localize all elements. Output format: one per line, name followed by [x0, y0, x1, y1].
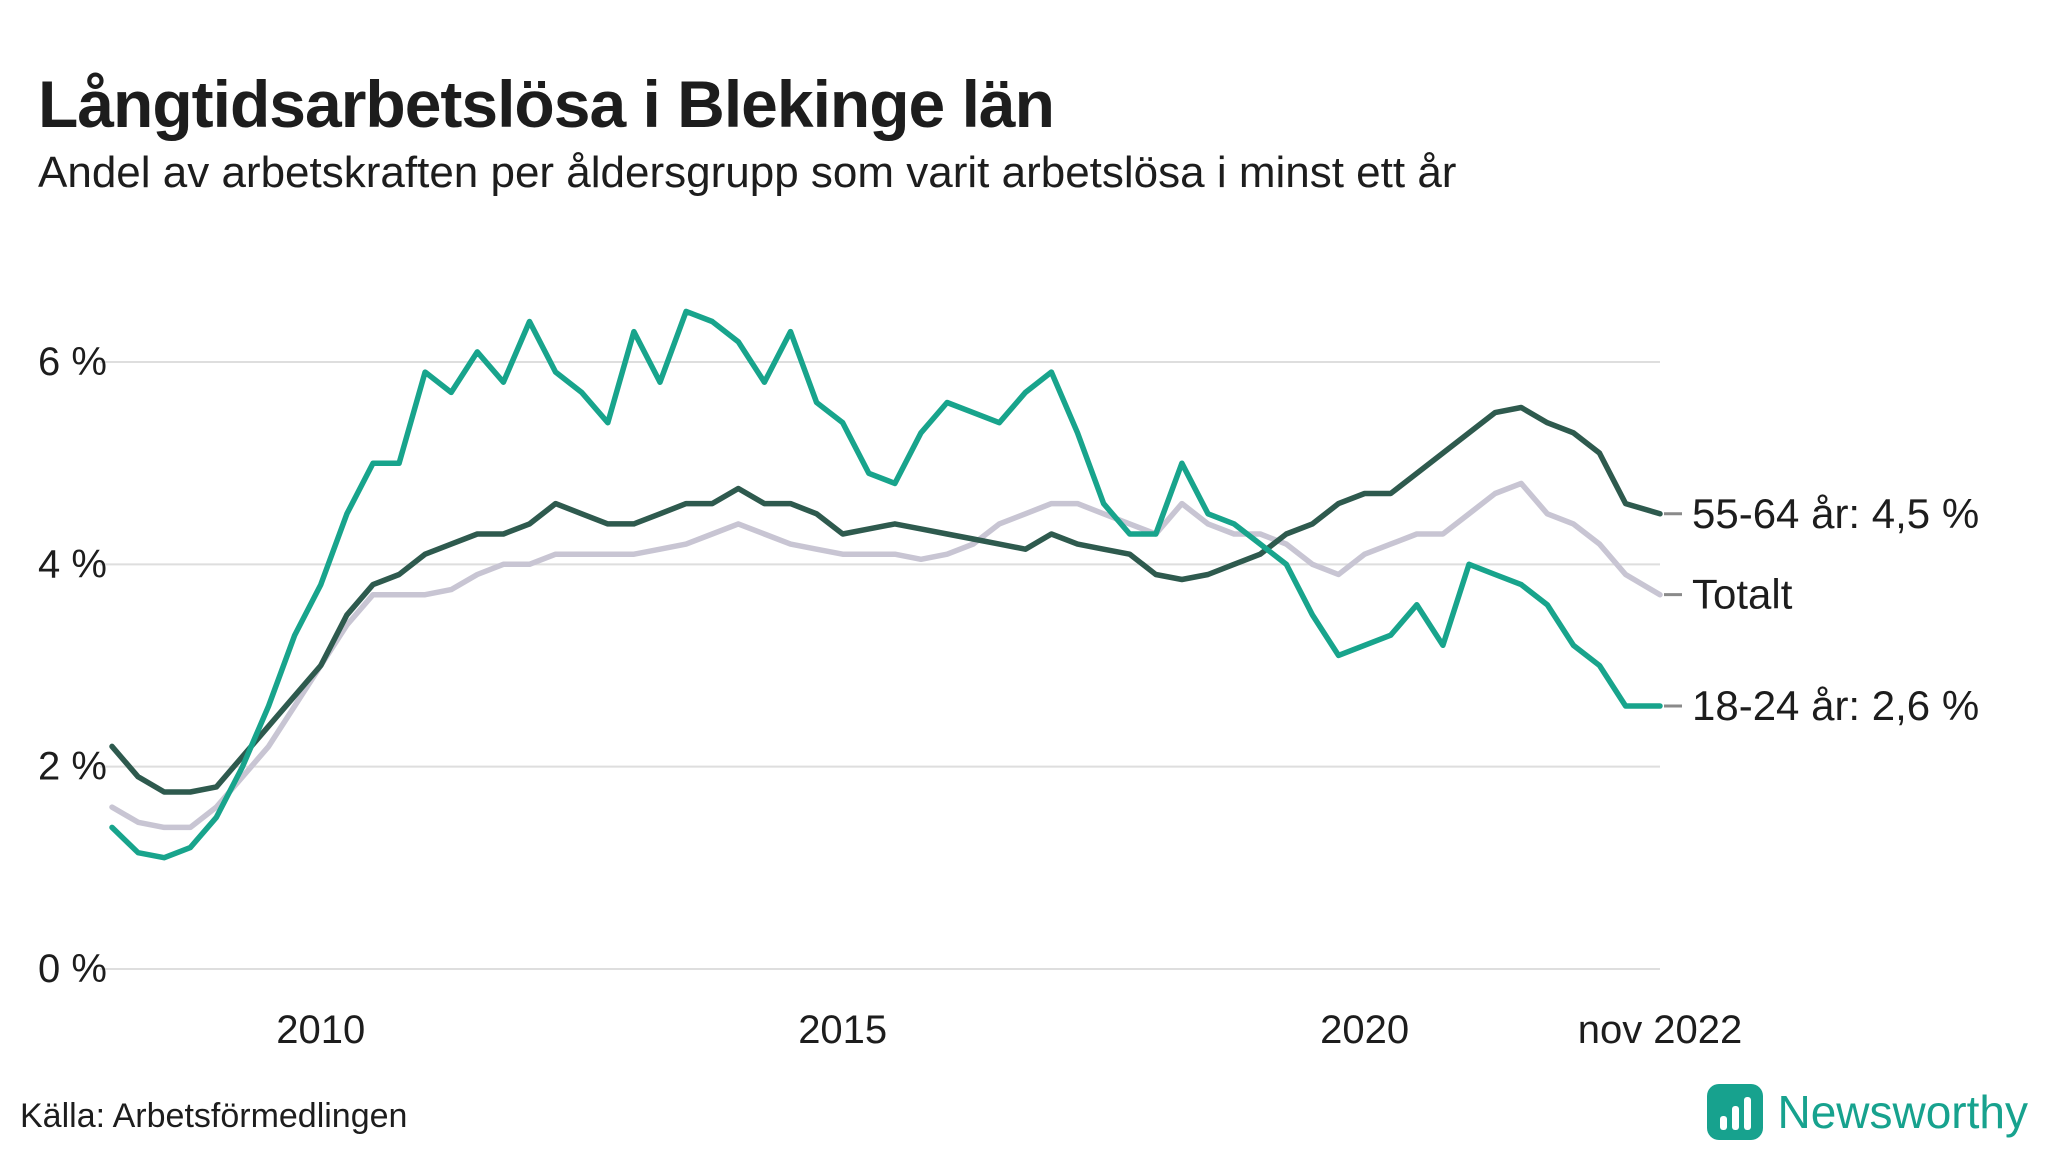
bar-chart-icon — [1731, 1106, 1739, 1130]
x-axis-tick-label: 2020 — [1320, 1008, 1409, 1052]
series-end-label-55-64-ar: 55-64 år: 4,5 % — [1692, 490, 1979, 537]
bar-chart-icon — [1719, 1116, 1727, 1130]
newsworthy-logo[interactable]: Newsworthy — [1707, 1084, 2028, 1140]
y-axis-tick-label: 6 % — [38, 340, 107, 384]
y-axis-tick-label: 4 % — [38, 542, 107, 586]
page-subtitle: Andel av arbetskraften per åldersgrupp s… — [38, 148, 1457, 197]
newsworthy-badge-icon — [1707, 1084, 1764, 1140]
bar-chart-icon — [1743, 1097, 1751, 1130]
series-end-label-totalt: Totalt — [1692, 571, 1793, 618]
source-note: Källa: Arbetsförmedlingen — [20, 1097, 408, 1135]
x-axis-tick-label: nov 2022 — [1578, 1008, 1743, 1052]
series-line-totalt — [109, 480, 1663, 831]
y-axis-tick-label: 2 % — [38, 745, 107, 789]
series-line-55-64-ar — [109, 404, 1663, 795]
x-axis-tick-label: 2015 — [798, 1008, 887, 1052]
x-axis-tick-label: 2010 — [276, 1008, 365, 1052]
page-title: Långtidsarbetslösa i Blekinge län — [38, 67, 1055, 142]
series-line-18-24-ar — [109, 308, 1663, 861]
y-axis-tick-label: 0 % — [38, 947, 107, 991]
brand-name: Newsworthy — [1777, 1086, 2028, 1138]
series-end-label-18-24-ar: 18-24 år: 2,6 % — [1692, 682, 1979, 729]
